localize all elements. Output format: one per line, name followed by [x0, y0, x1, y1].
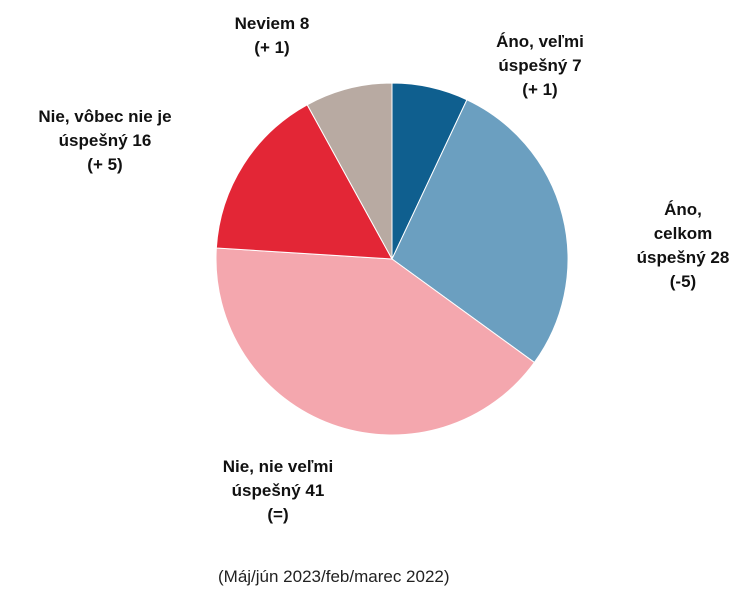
pie-slice — [391, 99, 569, 364]
category: Áno, veľmi úspešný — [496, 32, 584, 75]
category: Nie, vôbec nie je úspešný — [38, 107, 172, 150]
footnote: (Máj/jún 2023/feb/marec 2022) — [218, 567, 450, 586]
pie-slice — [215, 247, 536, 436]
category: Neviem — [234, 14, 296, 33]
pie-slice — [306, 82, 393, 260]
value-label: 8 — [299, 14, 310, 33]
slice-label: Áno, celkom úspešný 28 (-5) — [635, 198, 731, 294]
change-label: (+ 1) — [254, 38, 290, 57]
pie-slice — [215, 104, 393, 260]
slice-label: Nie, nie veľmi úspešný 41 (=) — [193, 455, 363, 527]
slice-label: Neviem 8 (+ 1) — [212, 12, 332, 60]
value-label: 7 — [572, 56, 582, 75]
slice-label: Nie, vôbec nie je úspešný 16 (+ 5) — [15, 105, 195, 177]
change-label: (+ 1) — [522, 80, 558, 99]
category: Nie, nie veľmi úspešný — [222, 457, 334, 500]
value-label: 16 — [132, 131, 152, 150]
value-label: 41 — [305, 481, 325, 500]
change-label: (+ 5) — [87, 155, 123, 174]
value-label: 28 — [710, 248, 730, 267]
change-label: (=) — [267, 505, 289, 524]
category: Áno, celkom úspešný — [636, 200, 713, 267]
change-label: (-5) — [669, 272, 697, 291]
slice-label: Áno, veľmi úspešný 7 (+ 1) — [480, 30, 600, 102]
